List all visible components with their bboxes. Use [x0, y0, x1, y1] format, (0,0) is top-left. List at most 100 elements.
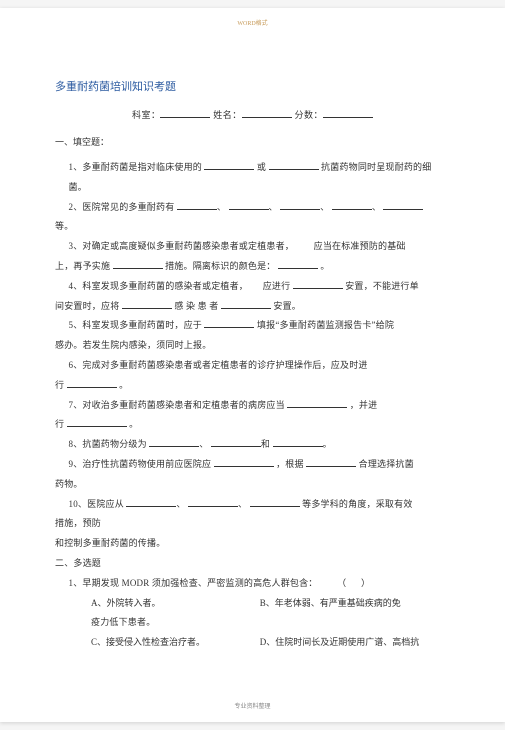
blank	[126, 498, 176, 507]
exam-title: 多重耐药菌培训知识考题	[55, 78, 450, 94]
dept-blank	[160, 109, 210, 118]
q3c: 上，再予实施	[55, 261, 110, 271]
blank	[306, 458, 356, 467]
q7-line2: 行 。	[55, 415, 450, 435]
blank	[221, 300, 271, 309]
q2a: 2、医院常见的多重耐药有	[69, 202, 175, 212]
blank	[332, 201, 372, 210]
q2c: 、	[269, 202, 278, 212]
q10a: 10、医院应从	[69, 499, 124, 509]
q3d: 措施。隔离标识的颜色是：	[165, 261, 275, 271]
m1-opt-d: D、住院时间长及近期使用广谱、高档抗	[260, 633, 450, 653]
m1-opt-b-cont: 疫力低下患者。	[55, 613, 450, 633]
m1q: ）	[361, 578, 370, 588]
q7b: ，并进	[350, 400, 378, 410]
blank	[383, 201, 423, 210]
q2-line1: 2、医院常见的多重耐药有 、 、 、 、	[55, 198, 450, 218]
q10b: 、	[176, 499, 185, 509]
score-label: 分数：	[295, 110, 324, 120]
name-blank	[242, 109, 292, 118]
q2b: 、	[217, 202, 226, 212]
q10-line3: 和控制多重耐药菌的传播。	[55, 534, 450, 554]
m1-opt-c: C、接受侵入性检查治疗者。	[91, 633, 260, 653]
score-blank	[323, 109, 373, 118]
dept-label: 科室：	[132, 110, 161, 120]
q10d: 等多学科的角度，采取有效	[302, 499, 412, 509]
blank	[67, 379, 117, 388]
section-2-heading: 二、多选题	[55, 554, 450, 574]
m1-opt-a: A、外院转入者。	[91, 594, 260, 614]
q4f: 安置。	[273, 301, 301, 311]
q1b: 或	[257, 162, 266, 172]
q4-line1: 4、科室发现多重耐药菌的感染者或定植者， 应进行 安置，不能进行单	[55, 277, 450, 297]
q7a: 7、对收治多重耐药菌感染患者和定植患者的病房应当	[69, 400, 285, 410]
q3a: 3、对确定或高度疑似多重耐药菌感染患者或定植患者，	[69, 241, 295, 251]
blank	[214, 458, 274, 467]
section-1-heading: 一、填空题：	[55, 135, 450, 148]
q9a: 9、治疗性抗菌药物使用前应医院应	[69, 459, 212, 469]
q6-line1: 6、完成对多重耐药菌感染患者或者定植患者的诊疗护理操作后，应及时进	[55, 356, 450, 376]
m1p: （	[337, 578, 346, 588]
blank	[293, 280, 343, 289]
q10c: 、	[238, 499, 247, 509]
blank	[113, 260, 163, 269]
q1a: 1、多重耐药菌是指对临床使用的	[69, 162, 203, 172]
q6b: 行	[55, 380, 64, 390]
blank	[287, 399, 347, 408]
footer-mark: 专业资料整理	[0, 701, 505, 710]
m1-row-ab: A、外院转入者。 B、年老体弱、有严重基础疾病的免	[55, 594, 450, 614]
q3b: 应当在标准预防的基础	[314, 241, 406, 251]
m1-text: 1、早期发现 MODR 须加强检查、严密监测的高危人群包含：	[69, 578, 318, 588]
blank	[67, 418, 127, 427]
q3e: 。	[320, 261, 329, 271]
q9b: ，根据	[276, 459, 304, 469]
q1c: 抗菌药物同时呈现耐药的细	[321, 162, 431, 172]
q2e: 、	[372, 202, 381, 212]
q4-line2: 间安置时，应将 感 染 患 者 安置。	[55, 297, 450, 317]
q4c: 安置，不能进行单	[345, 281, 419, 291]
blank	[250, 498, 300, 507]
blank	[149, 438, 199, 447]
blank	[269, 161, 319, 170]
q4e: 感 染 患 者	[174, 301, 218, 311]
q5b: 填报“多重耐药菌监测报告卡”给院	[257, 320, 394, 330]
q8c: 和	[261, 439, 270, 449]
blank	[188, 498, 238, 507]
q10-line1: 10、医院应从 、 、 等多学科的角度，采取有效	[55, 495, 450, 515]
blank	[204, 161, 254, 170]
name-label: 姓名：	[213, 110, 242, 120]
blank	[278, 260, 318, 269]
q7c: 行	[55, 419, 64, 429]
header-mark: WORD格式	[0, 18, 505, 27]
blank	[229, 201, 269, 210]
m1-opt-b: B、年老体弱、有严重基础疾病的免	[260, 594, 450, 614]
q7-line1: 7、对收治多重耐药菌感染患者和定植患者的病房应当 ，并进	[55, 396, 450, 416]
m1-stem: 1、早期发现 MODR 须加强检查、严密监测的高危人群包含： （ ）	[55, 574, 450, 594]
q8d: 。	[323, 439, 332, 449]
q2d: 、	[320, 202, 329, 212]
q8a: 8、抗菌药物分级为	[69, 439, 147, 449]
q3-line2: 上，再予实施 措施。隔离标识的颜色是： 。	[55, 257, 450, 277]
q1-line2: 菌。	[55, 178, 450, 198]
q1-line1: 1、多重耐药菌是指对临床使用的 或 抗菌药物同时呈现耐药的细	[55, 158, 450, 178]
document-page: WORD格式 多重耐药菌培训知识考题 科室： 姓名： 分数： 一、填空题： 1、…	[0, 8, 505, 722]
q5-line2: 感办。若发生院内感染，须同时上报。	[55, 336, 450, 356]
blank	[280, 201, 320, 210]
info-line: 科室： 姓名： 分数：	[55, 108, 450, 121]
blank	[211, 438, 261, 447]
blank	[122, 300, 172, 309]
q6c: 。	[119, 380, 128, 390]
q2-line2: 等。	[55, 217, 450, 237]
blank	[177, 201, 217, 210]
q9-line1: 9、治疗性抗菌药物使用前应医院应 ，根据 合理选择抗菌	[55, 455, 450, 475]
q4a: 4、科室发现多重耐药菌的感染者或定植者，	[69, 281, 249, 291]
q10-line2: 措施，预防	[55, 514, 450, 534]
q5-line1: 5、科室发现多重耐药菌时，应于 填报“多重耐药菌监测报告卡”给院	[55, 316, 450, 336]
q3-line1: 3、对确定或高度疑似多重耐药菌感染患者或定植患者， 应当在标准预防的基础	[55, 237, 450, 257]
q4d: 间安置时，应将	[55, 301, 119, 311]
blank	[204, 319, 254, 328]
q8b: 、	[199, 439, 208, 449]
q5a: 5、科室发现多重耐药菌时，应于	[69, 320, 203, 330]
q9c: 合理选择抗菌	[359, 459, 414, 469]
q7d: 。	[129, 419, 138, 429]
